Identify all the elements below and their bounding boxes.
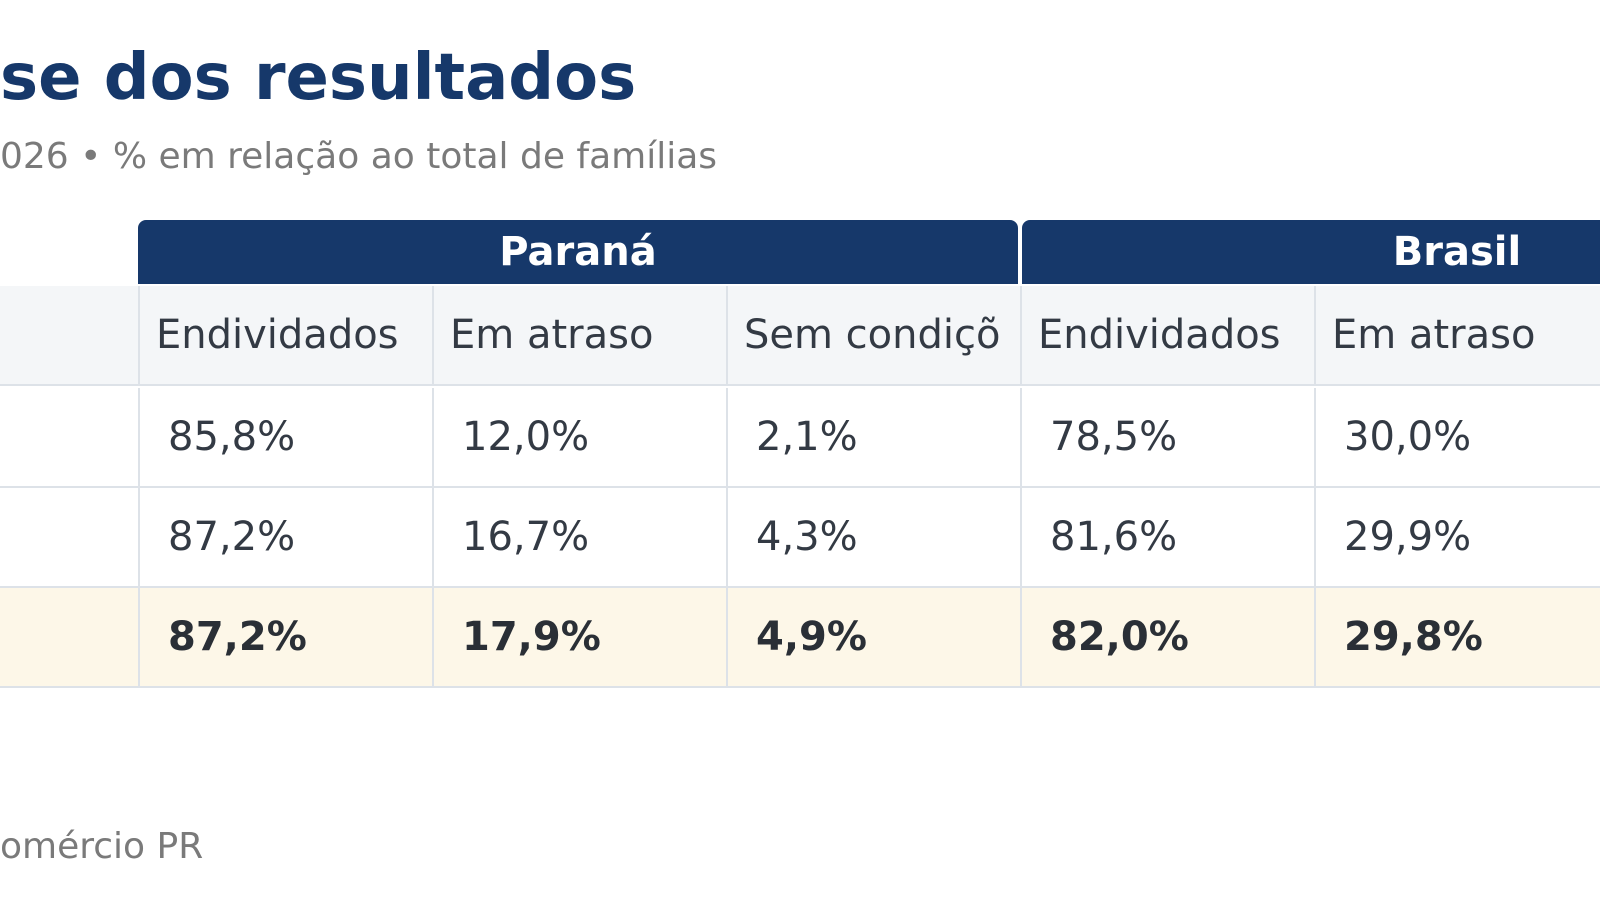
table-cell-highlight: 29,8% <box>1314 588 1600 688</box>
table-row-label <box>0 388 138 488</box>
table-cell: 30,0% <box>1314 388 1600 488</box>
group-header-parana: Paraná <box>138 220 1018 284</box>
table-cell-highlight: 4,9% <box>726 588 1020 688</box>
source-note: omércio PR <box>0 826 204 867</box>
table-cell: 87,2% <box>138 488 432 588</box>
col-header-parana-endividados: Endividados <box>138 286 432 386</box>
col-header-parana-sem-condicoes: Sem condiçõ <box>726 286 1020 386</box>
page-subtitle: 026 • % em relação ao total de famílias <box>0 136 718 177</box>
col-header-brasil-em-atraso: Em atraso <box>1314 286 1600 386</box>
table-cell: 78,5% <box>1020 388 1314 488</box>
table-cell: 12,0% <box>432 388 726 488</box>
table-cell: 4,3% <box>726 488 1020 588</box>
table-cell-highlight: 17,9% <box>432 588 726 688</box>
group-header-brasil: Brasil <box>1022 220 1600 284</box>
table-cell: 2,1% <box>726 388 1020 488</box>
col-header-parana-em-atraso: Em atraso <box>432 286 726 386</box>
page-title: se dos resultados <box>0 41 637 115</box>
table-row-label <box>0 488 138 588</box>
table-cell-highlight: 87,2% <box>138 588 432 688</box>
table-cell: 29,9% <box>1314 488 1600 588</box>
col-header-brasil-endividados: Endividados <box>1020 286 1314 386</box>
table-cell: 85,8% <box>138 388 432 488</box>
table-cell: 81,6% <box>1020 488 1314 588</box>
table-corner-cell <box>0 286 138 386</box>
table-row-label-highlight <box>0 588 138 688</box>
table-cell: 16,7% <box>432 488 726 588</box>
table-cell-highlight: 82,0% <box>1020 588 1314 688</box>
